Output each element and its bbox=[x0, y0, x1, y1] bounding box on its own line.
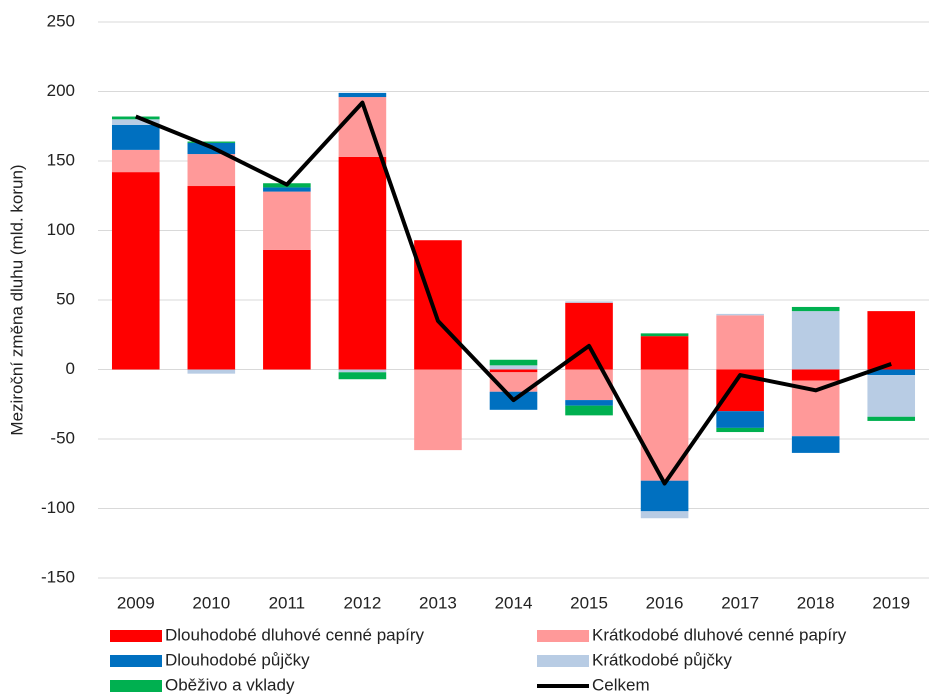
bar-segment bbox=[338, 369, 387, 373]
bar-segment bbox=[187, 186, 236, 370]
x-tick-label: 2017 bbox=[721, 593, 759, 612]
legend-label: Oběživo a vklady bbox=[165, 675, 295, 694]
y-tick-label: -150 bbox=[41, 567, 75, 586]
legend-label: Celkem bbox=[592, 675, 650, 694]
total-line bbox=[135, 100, 892, 486]
bar-segment bbox=[414, 240, 462, 370]
bar-segment bbox=[640, 480, 689, 512]
bar-segment bbox=[187, 369, 236, 374]
bar-segment bbox=[640, 336, 689, 370]
legend-swatch bbox=[537, 630, 589, 642]
bar-segment bbox=[263, 191, 311, 250]
y-tick-label: 50 bbox=[56, 289, 75, 308]
bar-segment bbox=[338, 92, 387, 98]
legend-label: Dlouhodobé půjčky bbox=[165, 650, 310, 669]
bar-segment bbox=[111, 172, 160, 370]
x-tick-label: 2012 bbox=[343, 593, 381, 612]
y-tick-label: 250 bbox=[47, 11, 75, 30]
bar-segment bbox=[867, 375, 916, 417]
bar-segment bbox=[867, 311, 916, 370]
x-tick-label: 2011 bbox=[269, 593, 306, 612]
legend-label: Krátkodobé dluhové cenné papíry bbox=[592, 625, 847, 644]
bar-segment bbox=[791, 306, 840, 312]
bar-segment bbox=[111, 124, 160, 150]
y-tick-label: -50 bbox=[50, 428, 75, 447]
bar-segment bbox=[414, 369, 462, 451]
x-tick-label: 2010 bbox=[192, 593, 230, 612]
legend-swatch bbox=[537, 655, 589, 667]
x-tick-label: 2013 bbox=[419, 593, 457, 612]
bar-segment bbox=[263, 249, 311, 370]
x-tick-label: 2016 bbox=[646, 593, 684, 612]
bar-segment bbox=[716, 427, 764, 433]
bar-segment bbox=[791, 436, 840, 453]
bar-segment bbox=[489, 369, 538, 373]
bar-segment bbox=[565, 400, 613, 406]
bar-segment bbox=[489, 359, 538, 366]
x-tick-label: 2009 bbox=[117, 593, 155, 612]
bar-segment bbox=[187, 141, 236, 143]
bar-segment bbox=[716, 313, 764, 316]
bar-segment bbox=[791, 369, 840, 381]
bar-segment bbox=[640, 369, 689, 481]
bar-segment bbox=[867, 369, 916, 376]
bar-segment bbox=[640, 511, 689, 519]
bar-segment bbox=[565, 405, 613, 416]
bar-segment bbox=[716, 411, 764, 428]
y-tick-label: 0 bbox=[66, 359, 75, 378]
legend-label: Krátkodobé půjčky bbox=[592, 650, 732, 669]
bar-segment bbox=[489, 365, 538, 370]
bar-segment bbox=[565, 301, 613, 303]
x-tick-label: 2019 bbox=[872, 593, 910, 612]
y-axis-label: Meziroční změna dluhu (mld. korun) bbox=[7, 164, 26, 435]
y-tick-label: 150 bbox=[47, 150, 75, 169]
x-tick-label: 2014 bbox=[495, 593, 533, 612]
x-tick-label: 2015 bbox=[570, 593, 608, 612]
bar-segment bbox=[791, 311, 840, 370]
y-tick-label: 100 bbox=[47, 220, 75, 239]
bar-segment bbox=[867, 416, 916, 421]
bar-segment bbox=[640, 333, 689, 337]
legend-swatch bbox=[110, 630, 162, 642]
x-tick-label: 2018 bbox=[797, 593, 835, 612]
y-tick-label: 200 bbox=[47, 81, 75, 100]
bar-segment bbox=[338, 156, 387, 370]
bar-segment bbox=[111, 119, 160, 125]
legend-label: Dlouhodobé dluhové cenné papíry bbox=[165, 625, 424, 644]
bar-segment bbox=[111, 149, 160, 173]
y-tick-label: -100 bbox=[41, 498, 75, 517]
legend-swatch bbox=[110, 680, 162, 692]
bar-segment bbox=[187, 154, 236, 187]
legend-swatch bbox=[110, 655, 162, 667]
bar-segment bbox=[263, 187, 311, 192]
bar-segment bbox=[716, 315, 764, 370]
bar-segment bbox=[338, 372, 387, 380]
